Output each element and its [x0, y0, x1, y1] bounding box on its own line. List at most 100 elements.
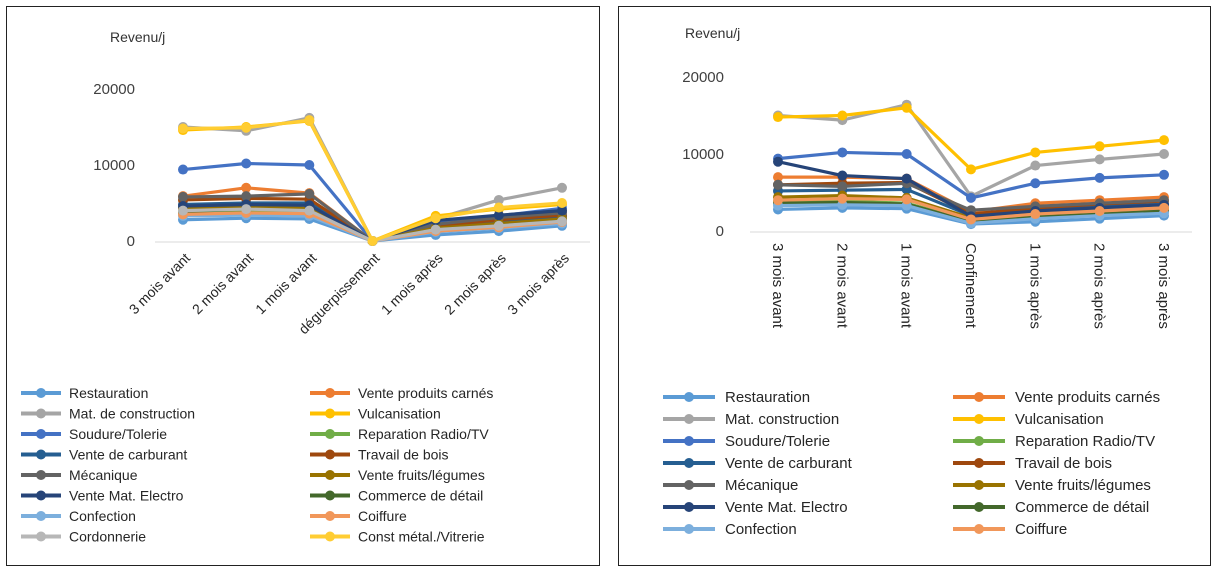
legend-entry-coiffure: Coiffure	[310, 508, 407, 524]
series-coiffure	[773, 193, 1169, 225]
x-tick-label: 3 mois avant	[769, 243, 786, 329]
legend-label: Reparation Radio/TV	[1015, 433, 1155, 450]
data-point	[773, 179, 783, 190]
data-point	[304, 205, 315, 216]
data-point	[901, 194, 912, 205]
data-point	[430, 224, 441, 235]
legend-label: Vente fruits/légumes	[1015, 477, 1151, 494]
data-point	[178, 205, 188, 216]
data-point	[557, 198, 567, 208]
data-point	[241, 204, 252, 215]
line-chart-right: 0 10000 20000 3 mois avant 2 mois avant 1 moi…	[663, 69, 1192, 538]
data-point	[966, 192, 976, 203]
data-point	[773, 195, 783, 206]
x-tick-label: 2 mois après	[441, 250, 509, 318]
legend-label: Coiffure	[358, 508, 407, 524]
legend-marker	[325, 511, 335, 521]
x-tick-label: 3 mois après	[504, 250, 572, 318]
legend-entry-travail-de-bois: Travail de bois	[953, 455, 1112, 472]
legend-label: Vulcanisation	[358, 406, 441, 422]
x-tick-label: 1 mois avant	[252, 250, 320, 318]
data-point	[773, 112, 783, 123]
legend-marker	[325, 449, 335, 460]
legend-marker	[36, 388, 46, 398]
y-tick-label: 10000	[682, 146, 724, 163]
data-point	[1030, 178, 1041, 189]
legend-label: Vente fruits/légumes	[358, 467, 485, 483]
data-point	[837, 147, 848, 158]
data-point	[1159, 149, 1169, 159]
legend-marker	[325, 470, 335, 480]
data-point	[304, 188, 315, 199]
legend-marker	[36, 408, 46, 419]
legend-entry-vente-de-carburant: Vente de carburant	[21, 447, 187, 463]
legend-label: Travail de bois	[1015, 455, 1112, 472]
y-axis-label: Revenu/j	[110, 29, 166, 45]
data-point	[837, 181, 848, 192]
legend-entry-cordonnerie: Cordonnerie	[21, 529, 146, 545]
data-point	[1030, 160, 1041, 171]
legend-entry-vente-de-carburant: Vente de carburant	[663, 455, 853, 472]
data-point	[304, 160, 315, 170]
legend-entry-vente-produits-carnes: Vente produits carnés	[310, 385, 493, 401]
legend-marker	[684, 392, 694, 402]
legend-entry-reparation-radio-tv: Reparation Radio/TV	[310, 426, 489, 442]
legend-label: Mat. de construction	[69, 406, 195, 422]
data-point	[1030, 209, 1041, 220]
legend-label: Const métal./Vitrerie	[358, 529, 485, 545]
x-tick-label: 1 mois avant	[898, 243, 915, 329]
data-point	[901, 102, 912, 113]
legend-label: Mécanique	[69, 467, 138, 483]
legend-label: Vente Mat. Electro	[725, 499, 848, 516]
legend-marker	[36, 470, 46, 480]
data-point	[557, 205, 567, 216]
legend-marker	[974, 458, 984, 468]
legend-label: Reparation Radio/TV	[358, 426, 489, 442]
y-axis-label: Revenu/j	[685, 25, 741, 41]
legend-marker	[36, 449, 46, 460]
x-tick-label: Confinement	[962, 243, 979, 329]
legend-marker	[684, 458, 694, 468]
legend-label: Mat. construction	[725, 411, 839, 428]
x-tick-label: 3 mois après	[1155, 243, 1172, 329]
data-point	[1094, 172, 1105, 183]
legend-label: Vulcanisation	[1015, 411, 1104, 428]
legend-entry-mat-construction: Mat. construction	[663, 411, 839, 428]
data-point	[837, 193, 848, 204]
legend-entry-commerce-de-detail: Commerce de détail	[953, 499, 1149, 516]
data-point	[304, 115, 315, 126]
legend-entry-soudure-tolerie: Soudure/Tolerie	[21, 426, 167, 442]
legend-label: Vente de carburant	[725, 455, 853, 472]
data-point	[1094, 141, 1105, 152]
legend-label: Vente produits carnés	[358, 385, 493, 401]
x-tick-label: 1 mois après	[378, 250, 446, 318]
legend-label: Vente de carburant	[69, 447, 187, 463]
x-tick-label: 2 mois avant	[833, 243, 850, 329]
data-point	[178, 123, 188, 134]
legend-marker	[325, 490, 335, 501]
legend-label: Travail de bois	[358, 447, 449, 463]
legend-entry-mat-de-construction: Mat. de construction	[21, 406, 195, 422]
legend-entry-vente-mat-electro: Vente Mat. Electro	[21, 488, 184, 504]
data-point	[966, 214, 976, 225]
legend-entry-vente-fruits-legumes: Vente fruits/légumes	[953, 477, 1151, 494]
legend-entry-reparation-radio-tv: Reparation Radio/TV	[953, 433, 1155, 450]
legend-label: Soudure/Tolerie	[69, 426, 167, 442]
x-tick-label: 2 mois avant	[189, 250, 257, 318]
legend-label: Mécanique	[725, 477, 798, 494]
legend-marker	[684, 480, 694, 490]
legend-marker	[684, 524, 694, 534]
data-point	[966, 164, 976, 175]
legend-marker	[325, 388, 335, 398]
y-tick-label: 10000	[93, 157, 135, 174]
legend-label: Coiffure	[1015, 521, 1067, 538]
data-point	[178, 164, 188, 175]
legend-label: Commerce de détail	[1015, 499, 1149, 516]
chart-panel-left: Revenu/j 0 10000 20000 3 mois avant 2 mois a…	[6, 6, 600, 566]
legend-marker	[684, 436, 694, 446]
data-point	[557, 182, 567, 193]
legend-label: Restauration	[69, 385, 148, 401]
data-point	[493, 194, 504, 205]
data-point	[493, 202, 504, 213]
